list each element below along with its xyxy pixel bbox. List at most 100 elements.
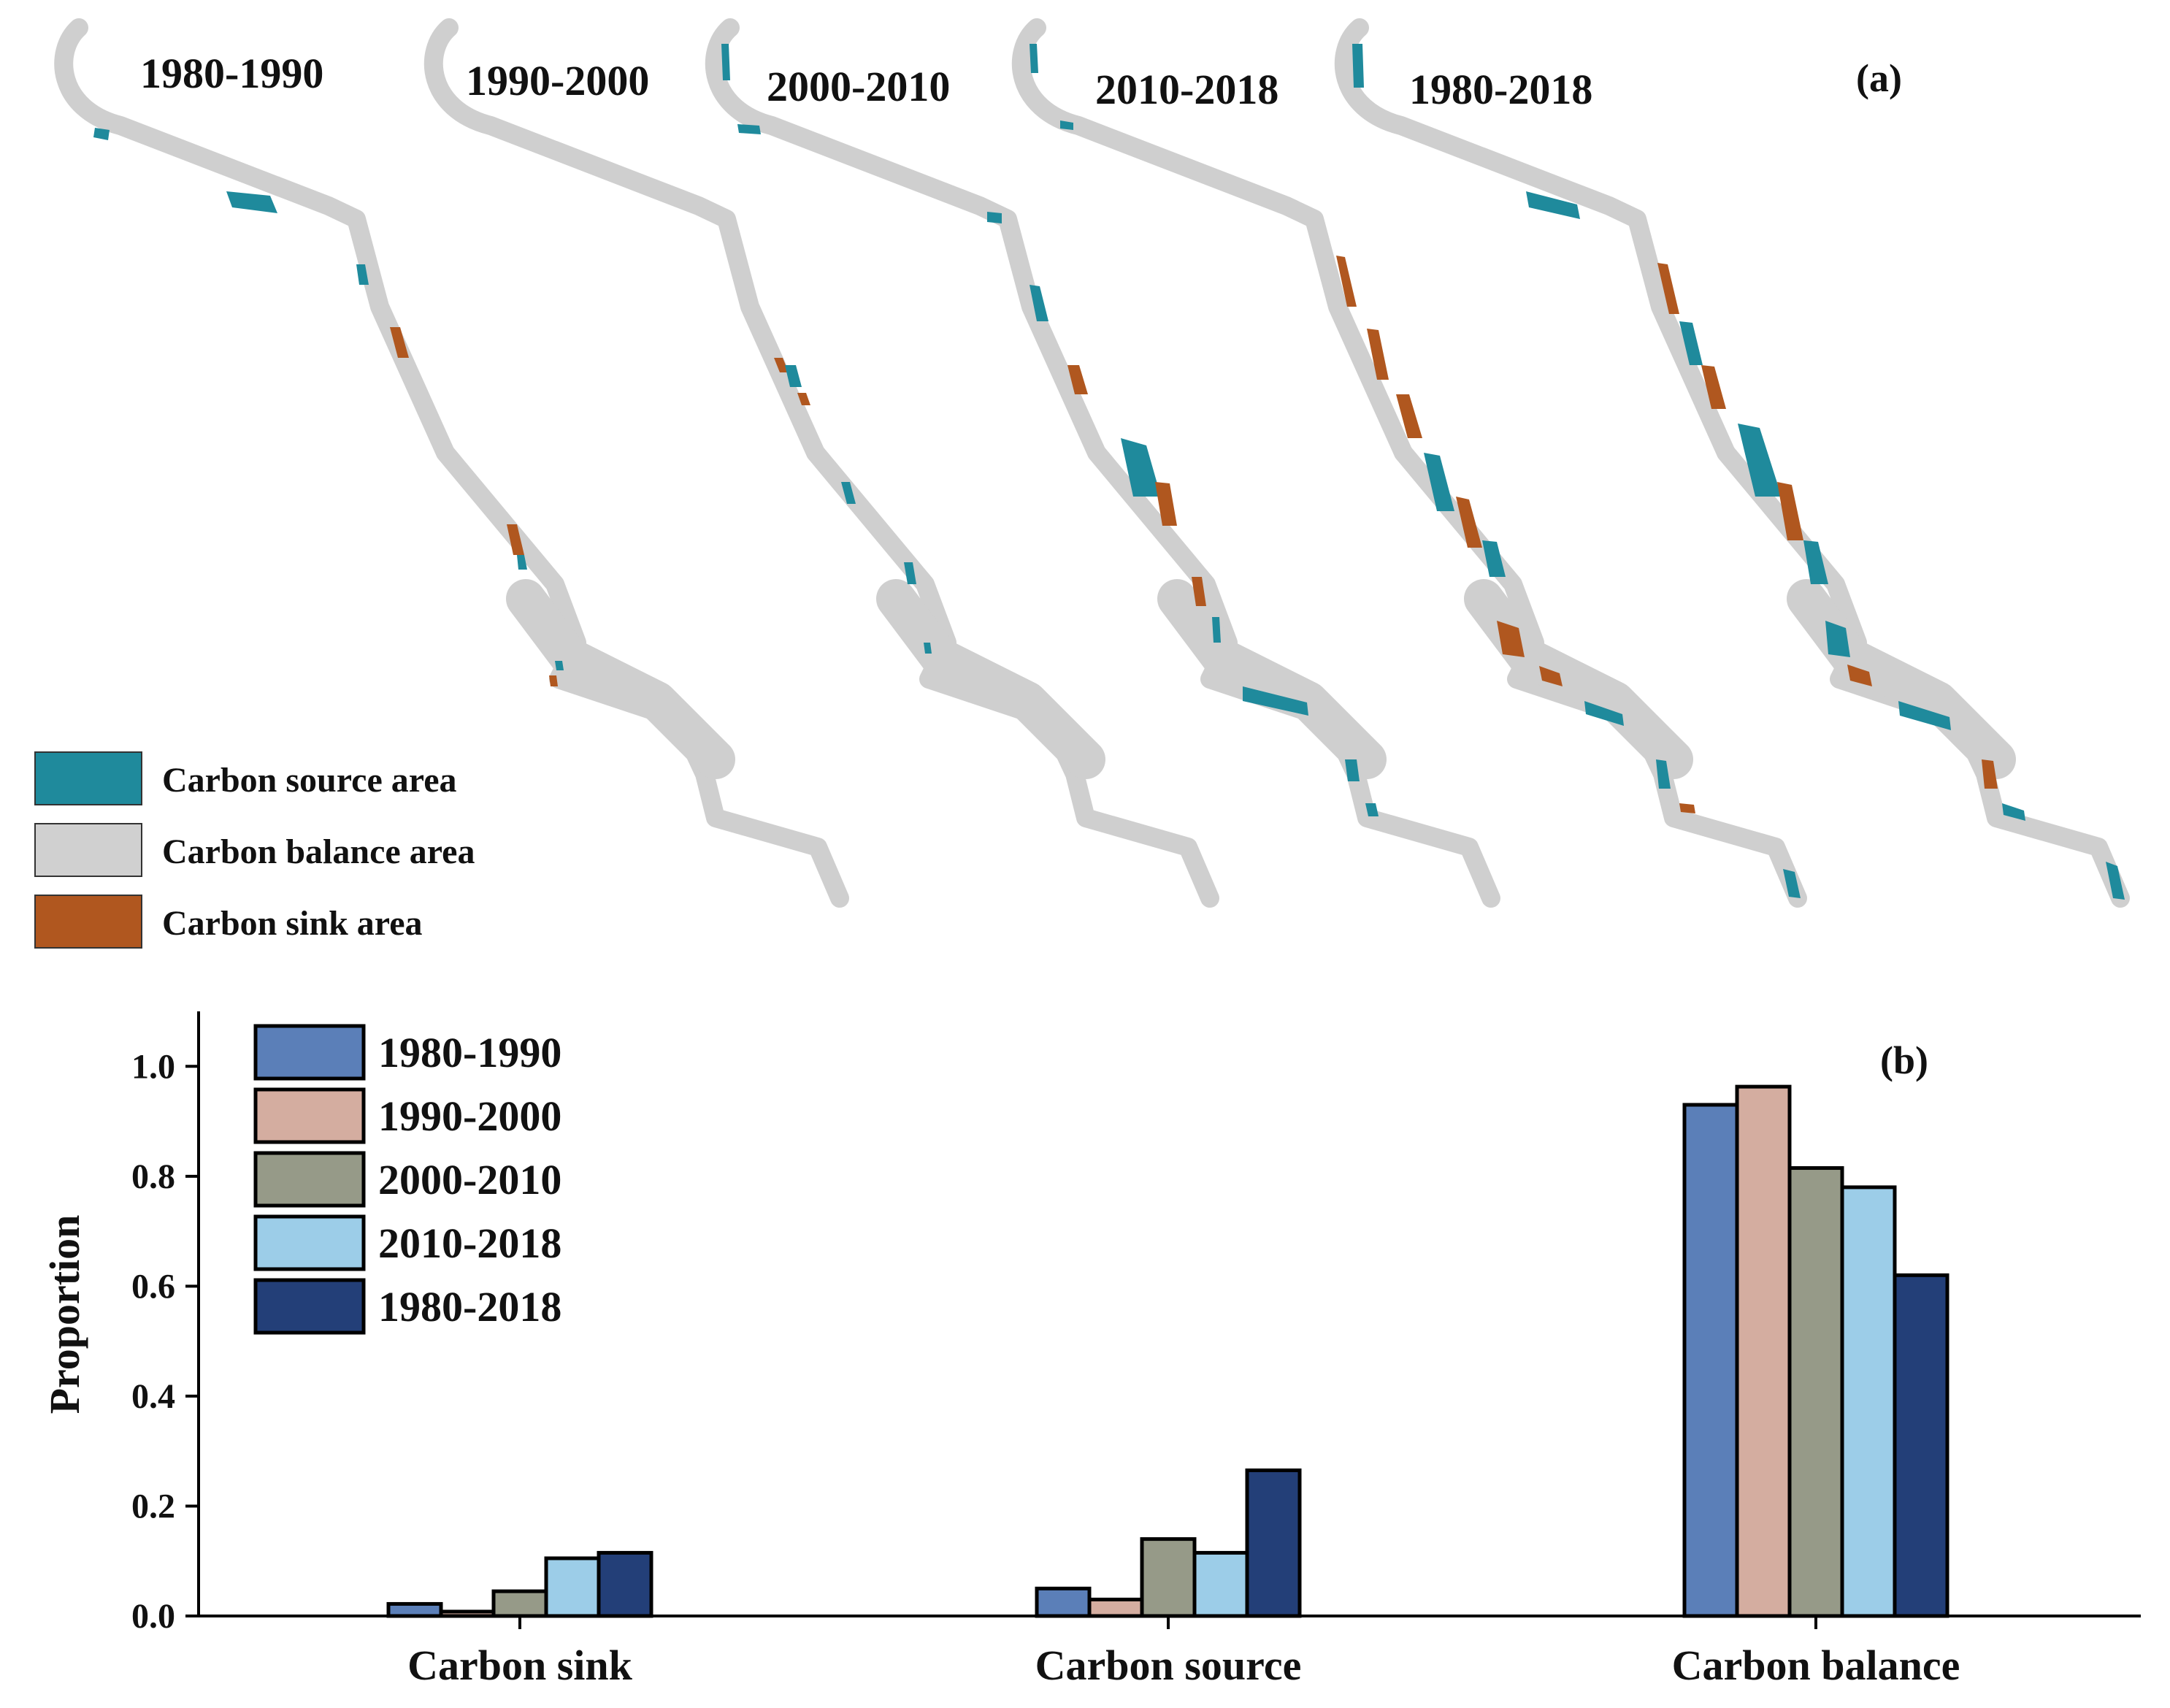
sink-patch [1367, 329, 1389, 380]
map-patches [1030, 44, 1801, 898]
legend-swatch [253, 1278, 366, 1335]
legend-label: 1980-1990 [378, 1029, 561, 1076]
source-patch [785, 365, 802, 387]
sink-patch [1847, 665, 1872, 686]
legend-label: 1990-2000 [378, 1092, 561, 1140]
source-patch [1825, 621, 1850, 657]
bar-1980-1990 [1682, 1103, 1739, 1618]
bar-2010-2018 [1192, 1550, 1249, 1618]
source-patch [1482, 540, 1506, 577]
sink-patch [1777, 482, 1803, 540]
legend-swatch [253, 1151, 366, 1208]
period-label-2: 1990-2000 [466, 57, 649, 104]
legend-swatch-sink [34, 895, 142, 949]
source-patch [721, 44, 730, 80]
source-patch [1783, 869, 1801, 898]
source-patch [226, 191, 277, 213]
sink-patch [507, 524, 524, 555]
source-patch [1030, 285, 1048, 321]
y-axis-ticks: 0.0 0.2 0.4 0.6 0.8 1.0 [131, 1047, 199, 1636]
map-legend: Carbon source area Carbon balance area C… [34, 751, 475, 949]
legend-label-sink: Carbon sink area [162, 904, 423, 943]
bar-2000-2010 [1140, 1537, 1197, 1618]
sink-patch [390, 327, 409, 358]
bar-1980-2018 [1245, 1468, 1302, 1618]
bar-2000-2010 [1787, 1166, 1844, 1618]
panel-b-bar-chart: 0.0 0.2 0.4 0.6 0.8 1.0 Carbon sink Carbon sou… [41, 1011, 2141, 1689]
legend-swatch [253, 1087, 366, 1144]
sink-patch [1539, 666, 1563, 686]
source-patch [356, 264, 369, 285]
legend-swatch [253, 1214, 366, 1271]
source-patch [1584, 701, 1624, 726]
x-category-label: Carbon source [1035, 1642, 1302, 1689]
legend-label: 1980-2018 [378, 1283, 561, 1330]
source-patch [517, 555, 527, 570]
sink-patch [1657, 263, 1679, 314]
period-label-3: 2000-2010 [767, 63, 950, 110]
y-tick-label: 0.6 [131, 1267, 175, 1306]
source-patch [1679, 321, 1703, 365]
source-patch [841, 482, 856, 504]
source-patch [93, 128, 110, 140]
sink-patch [1155, 482, 1177, 526]
sink-patch [1192, 577, 1206, 606]
river-lower-widening [506, 579, 735, 779]
source-patch [1424, 453, 1454, 511]
period-label-1: 1980-1990 [140, 50, 323, 97]
source-patch [1898, 701, 1951, 730]
legend-label-source: Carbon source area [162, 761, 457, 800]
source-patch [1345, 759, 1360, 781]
river-strip-balance [424, 18, 1219, 908]
sink-patch [774, 358, 789, 372]
sink-patch [1679, 803, 1695, 813]
map-1980-2018 [1335, 18, 2130, 908]
source-patch [987, 212, 1002, 223]
y-tick-label: 0.4 [131, 1377, 175, 1416]
bar-2000-2010 [491, 1589, 548, 1618]
source-patch [2106, 862, 2125, 900]
bar-2010-2018 [1840, 1185, 1897, 1618]
source-patch [1352, 44, 1364, 88]
map-2010-2018 [1012, 18, 1807, 908]
sink-patch [1456, 497, 1482, 548]
source-patch [2002, 803, 2025, 821]
y-tick-label: 0.0 [131, 1597, 175, 1636]
x-category-label: Carbon sink [407, 1642, 633, 1689]
sink-patch [1067, 365, 1088, 394]
river-lower-widening [1157, 579, 1387, 779]
bar-1990-2000 [1087, 1597, 1144, 1618]
sink-patch [1982, 759, 1998, 789]
panel-a-tag: (a) [1856, 56, 1902, 100]
map-1980-1990 [54, 18, 849, 908]
source-patch [1121, 438, 1161, 497]
source-patch [1803, 540, 1828, 584]
bar-2010-2018 [544, 1556, 601, 1618]
y-tick-label: 1.0 [131, 1047, 175, 1086]
y-tick-label: 0.2 [131, 1487, 175, 1525]
source-patch [1656, 759, 1671, 789]
legend-swatch-source [34, 751, 142, 805]
legend-label: 2010-2018 [378, 1219, 561, 1267]
source-patch [1365, 803, 1379, 816]
bar-1980-1990 [1035, 1586, 1092, 1618]
source-patch [1738, 424, 1782, 497]
source-patch [1526, 191, 1580, 219]
panel-a-maps: 1980-1990 1990-2000 2000-2010 2010-2018 … [34, 18, 2130, 949]
source-patch [1060, 120, 1073, 130]
x-category-label: Carbon balance [1672, 1642, 1960, 1689]
river-strip-balance [1012, 18, 1807, 908]
sink-patch [1396, 394, 1422, 438]
legend-swatch [253, 1024, 366, 1081]
period-label-5: 1980-2018 [1409, 66, 1592, 113]
map-1990-2000 [424, 18, 1219, 908]
source-patch [1212, 617, 1221, 643]
bar-1980-2018 [1893, 1273, 1949, 1618]
y-axis-title: Proportion [41, 1215, 88, 1414]
legend-label: 2000-2010 [378, 1156, 561, 1203]
river-lower-widening [876, 579, 1105, 779]
source-patch [1243, 686, 1308, 716]
map-patches [93, 128, 564, 686]
sink-patch [1701, 365, 1726, 409]
